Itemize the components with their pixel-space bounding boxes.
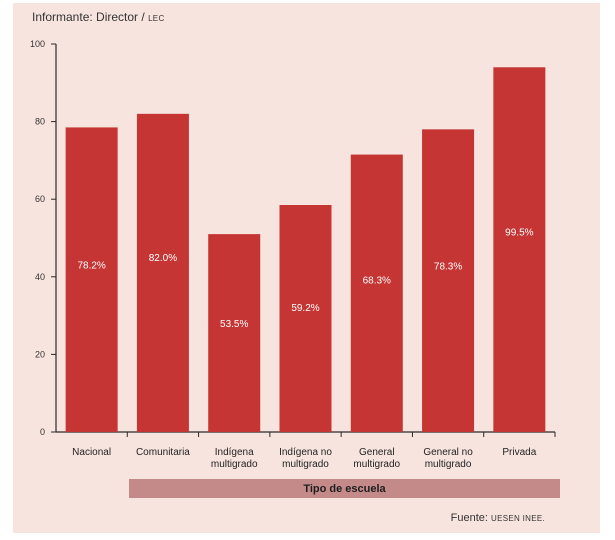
bar-value-label: 78.3% xyxy=(434,262,462,273)
informant-header: Informante: Director / LEC xyxy=(32,10,165,24)
x-tick-label: General no xyxy=(423,447,473,458)
x-tick-label: multigrado xyxy=(425,459,472,470)
y-tick-label: 20 xyxy=(35,349,45,359)
x-tick-label: Privada xyxy=(502,447,536,458)
source-name: UESEN INEE. xyxy=(491,514,545,523)
bar xyxy=(279,205,332,432)
bar xyxy=(65,127,118,433)
y-tick-label: 0 xyxy=(40,427,45,437)
x-tick-label: Indígena no xyxy=(279,447,332,458)
bar xyxy=(136,113,189,432)
x-tick-label: Nacional xyxy=(72,447,111,458)
bar-value-label: 82.0% xyxy=(149,253,177,264)
x-tick-label: multigrado xyxy=(211,459,258,470)
informant-code: LEC xyxy=(148,14,165,23)
informant-label: Informante: Director / xyxy=(32,10,145,24)
x-tick-label: Comunitaria xyxy=(136,447,190,458)
source-label: Fuente: xyxy=(450,512,488,524)
y-tick-label: 40 xyxy=(35,272,45,282)
x-tick-label: Indígena xyxy=(215,447,254,458)
y-tick-label: 80 xyxy=(35,117,45,127)
bar xyxy=(350,154,403,432)
x-tick-label: multigrado xyxy=(282,459,329,470)
y-tick-label: 60 xyxy=(35,194,45,204)
y-tick-label: 100 xyxy=(30,39,45,49)
bar xyxy=(208,234,261,432)
bar xyxy=(493,67,546,432)
bar xyxy=(422,129,475,433)
bar-value-label: 53.5% xyxy=(220,319,248,330)
x-tick-label: multigrado xyxy=(353,459,400,470)
x-axis-title: Tipo de escuela xyxy=(129,479,560,498)
source-note: Fuente: UESEN INEE. xyxy=(451,512,545,524)
bar-value-label: 68.3% xyxy=(363,275,391,286)
bar-value-label: 99.5% xyxy=(505,227,533,238)
x-tick-label: General xyxy=(359,447,395,458)
bar-value-label: 78.2% xyxy=(77,260,105,271)
bar-value-label: 59.2% xyxy=(291,303,319,314)
